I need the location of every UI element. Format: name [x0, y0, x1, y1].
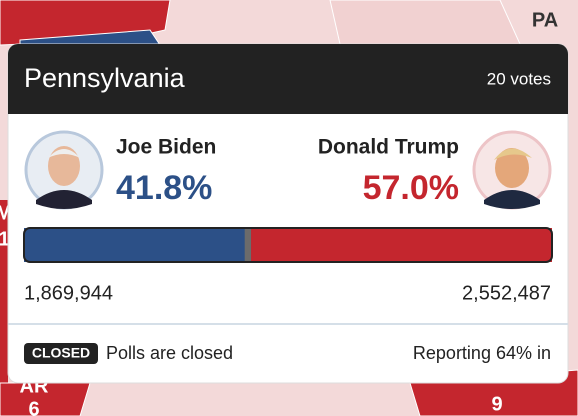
map-label: 9	[491, 393, 502, 415]
trump-avatar	[472, 130, 552, 210]
bar-border	[23, 227, 553, 263]
electoral-votes: 20 votes	[487, 69, 551, 88]
map-label: PA	[532, 9, 558, 31]
map-label: 1	[0, 228, 10, 250]
vote-share-bar	[24, 228, 553, 262]
state-shape	[329, 0, 521, 45]
state-shape	[0, 200, 8, 400]
status-text: Polls are closed	[106, 343, 233, 363]
status-badge: CLOSED	[32, 345, 90, 361]
vote-count: 1,869,944	[24, 282, 113, 304]
candidate-share: 57.0%	[363, 169, 459, 207]
biden-avatar	[24, 130, 104, 210]
candidate-share: 41.8%	[116, 169, 212, 207]
state-name: Pennsylvania	[24, 63, 186, 93]
map-label: 6	[28, 398, 39, 416]
bar-segment-trump	[251, 228, 553, 262]
candidate-name: Joe Biden	[116, 136, 216, 159]
card-header	[8, 44, 568, 114]
reporting: Reporting 64% in	[413, 343, 551, 363]
status-badge-bg	[24, 343, 98, 364]
bar-segment-biden	[24, 228, 245, 262]
tooltip-card: Pennsylvania 20 votes Joe Biden 41.8% Do…	[7, 43, 569, 384]
vote-count: 2,552,487	[462, 282, 551, 304]
candidate-name: Donald Trump	[318, 136, 459, 159]
